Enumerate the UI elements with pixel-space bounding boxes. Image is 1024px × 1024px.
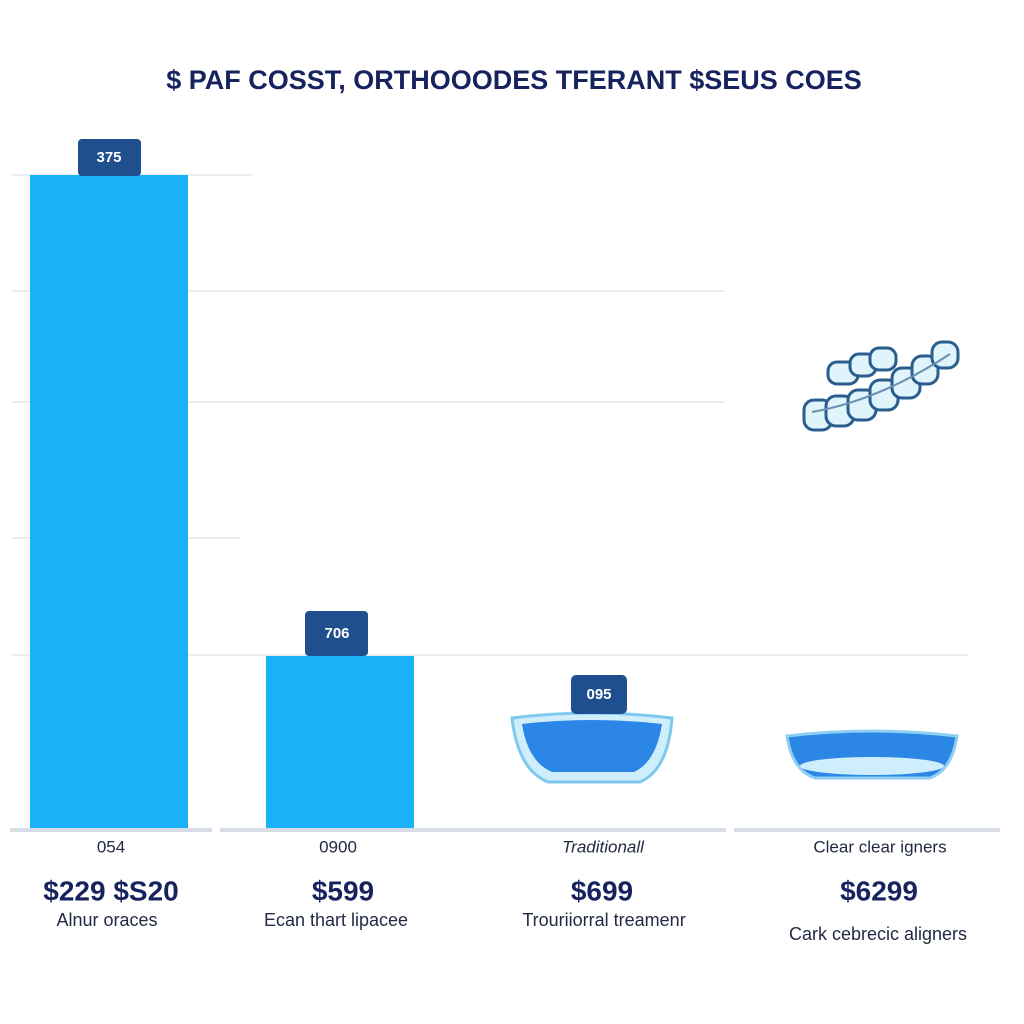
bar-label: 375 <box>96 149 121 166</box>
price: $6299 <box>840 875 918 906</box>
caption: Trouriiorral treamenr <box>522 910 685 930</box>
caption: Alnur oraces <box>56 910 157 930</box>
caption: Cark cebrecic aligners <box>789 924 967 944</box>
caption: Ecan thart lipacee <box>264 910 408 930</box>
bar-label: 095 <box>586 686 611 703</box>
chart-title: $ PAF COSST, ORTHOOODES TFERANT $SEUS CO… <box>166 65 862 95</box>
bar-label-box <box>78 139 141 176</box>
tray-icon <box>510 711 674 784</box>
tray-icon <box>785 729 959 780</box>
aligner-icon <box>802 340 960 432</box>
category-label: Clear clear igners <box>813 837 946 856</box>
bar <box>30 175 188 828</box>
price: $599 <box>312 875 374 906</box>
price: $229 $S20 <box>43 875 178 906</box>
category-label: 054 <box>97 837 125 856</box>
category-label: Traditionall <box>562 837 645 856</box>
price: $699 <box>571 875 633 906</box>
bar-label: 706 <box>324 625 349 642</box>
category-label: 0900 <box>319 837 357 856</box>
bar-label-box <box>305 611 368 656</box>
bar <box>266 656 414 828</box>
bar-label-box <box>571 675 627 714</box>
